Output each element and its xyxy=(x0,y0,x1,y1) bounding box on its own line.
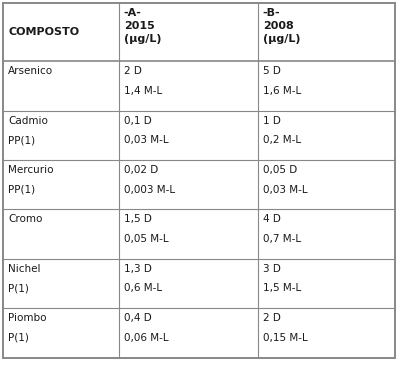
Text: Piombo: Piombo xyxy=(8,313,47,323)
Text: PP(1): PP(1) xyxy=(8,135,35,145)
Text: 1,3 D: 1,3 D xyxy=(124,264,152,274)
Text: -B-
2008
(μg/L): -B- 2008 (μg/L) xyxy=(263,8,300,44)
Text: 0,06 M-L: 0,06 M-L xyxy=(124,333,168,343)
Text: 2 D: 2 D xyxy=(124,66,142,76)
Text: Nichel: Nichel xyxy=(8,264,41,274)
Text: Mercurio: Mercurio xyxy=(8,165,54,175)
Text: 1,4 M-L: 1,4 M-L xyxy=(124,86,162,96)
Text: P(1): P(1) xyxy=(8,333,29,343)
Text: 0,6 M-L: 0,6 M-L xyxy=(124,283,162,294)
Text: 0,05 D: 0,05 D xyxy=(263,165,297,175)
Text: Cromo: Cromo xyxy=(8,214,43,224)
Text: 0,4 D: 0,4 D xyxy=(124,313,152,323)
Text: P(1): P(1) xyxy=(8,283,29,294)
Text: 0,02 D: 0,02 D xyxy=(124,165,158,175)
Text: 0,2 M-L: 0,2 M-L xyxy=(263,135,301,145)
Text: 0,03 M-L: 0,03 M-L xyxy=(124,135,168,145)
Text: 0,05 M-L: 0,05 M-L xyxy=(124,234,168,244)
Text: 0,03 M-L: 0,03 M-L xyxy=(263,185,307,195)
Text: Arsenico: Arsenico xyxy=(8,66,53,76)
Text: 3 D: 3 D xyxy=(263,264,281,274)
Text: 0,1 D: 0,1 D xyxy=(124,116,152,125)
Text: PP(1): PP(1) xyxy=(8,185,35,195)
Text: 1,5 M-L: 1,5 M-L xyxy=(263,283,301,294)
Text: 1 D: 1 D xyxy=(263,116,281,125)
Text: 5 D: 5 D xyxy=(263,66,281,76)
Text: -A-
2015
(μg/L): -A- 2015 (μg/L) xyxy=(124,8,161,44)
Text: 2 D: 2 D xyxy=(263,313,281,323)
Text: 1,6 M-L: 1,6 M-L xyxy=(263,86,301,96)
Text: Cadmio: Cadmio xyxy=(8,116,48,125)
Text: 1,5 D: 1,5 D xyxy=(124,214,152,224)
Text: 0,15 M-L: 0,15 M-L xyxy=(263,333,308,343)
Text: COMPOSTO: COMPOSTO xyxy=(8,27,79,37)
Text: 4 D: 4 D xyxy=(263,214,281,224)
Text: 0,7 M-L: 0,7 M-L xyxy=(263,234,301,244)
Text: 0,003 M-L: 0,003 M-L xyxy=(124,185,175,195)
